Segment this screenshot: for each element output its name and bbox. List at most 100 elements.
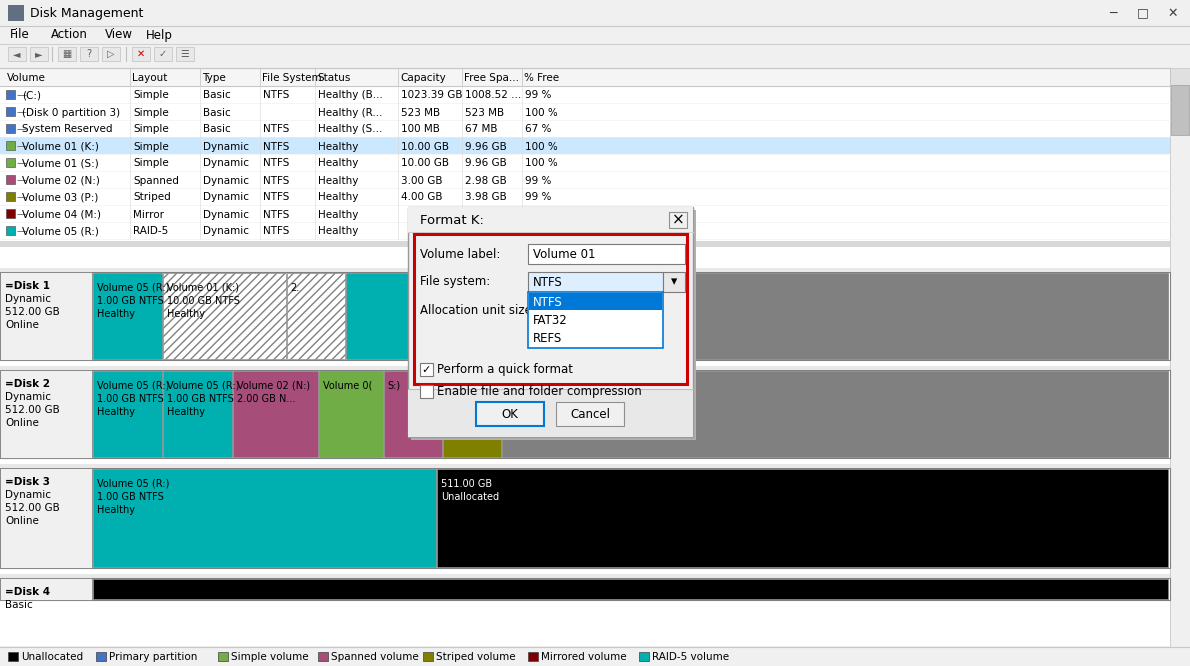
Text: Unallocated: Unallocated [21,652,83,662]
Text: Healthy: Healthy [318,141,358,151]
Text: Mirror: Mirror [133,210,164,220]
Text: =Disk 4: =Disk 4 [5,587,50,597]
Bar [0,222,1170,239]
Text: Volume label:: Volume label: [420,248,500,260]
Text: Volume 05 (R:): Volume 05 (R:) [167,381,239,391]
Text: NTFS: NTFS [263,159,289,168]
Text: ▷: ▷ [107,49,114,59]
Bar [0,370,92,458]
Bar [0,464,1170,468]
Text: 512.00 GB: 512.00 GB [5,405,60,415]
Text: 99 %: 99 % [525,91,551,101]
Text: OK: OK [501,408,519,420]
Bar [437,469,1169,567]
Bar [0,188,1170,205]
Bar [163,273,286,359]
Text: ✓: ✓ [421,364,431,374]
Bar [8,5,24,21]
Text: NTFS: NTFS [263,226,289,236]
Bar [408,207,693,232]
Bar [102,47,120,61]
Text: ◄: ◄ [13,49,20,59]
Bar [422,652,433,661]
Text: ─: ─ [1109,7,1116,19]
Bar [346,273,409,359]
Text: 100 MB: 100 MB [401,125,440,135]
Text: NTFS: NTFS [263,91,289,101]
Text: ×: × [671,212,684,228]
Text: 99 %: 99 % [525,192,551,202]
Text: 10.00 GB: 10.00 GB [401,141,449,151]
Text: Volume 04 (M:): Volume 04 (M:) [21,210,101,220]
Text: —: — [17,210,26,220]
Text: NTFS: NTFS [263,210,289,220]
Text: 2.00 GB N...: 2.00 GB N... [237,394,295,404]
Text: ☰: ☰ [181,49,189,59]
Text: ►: ► [36,49,43,59]
Text: S:): S:) [388,381,401,391]
Text: 10.00 GB NTFS: 10.00 GB NTFS [167,296,240,306]
Text: Volume 01 (K:): Volume 01 (K:) [167,283,239,293]
Text: —: — [17,159,26,168]
Bar [80,47,98,61]
Text: Healthy: Healthy [167,407,205,417]
Text: Volume 03 (P:): Volume 03 (P:) [21,192,99,202]
Text: NTFS: NTFS [263,141,289,151]
Text: Online: Online [5,516,39,526]
Bar [319,371,382,457]
Text: 1023.39 GB: 1023.39 GB [401,91,463,101]
Text: =Disk 2: =Disk 2 [5,379,50,389]
Text: Healthy: Healthy [318,192,358,202]
Text: —: — [17,107,26,117]
Bar [0,26,1190,44]
Bar [0,68,1170,86]
Bar [0,0,1190,26]
Text: —: — [17,192,26,202]
Text: 523 MB: 523 MB [465,107,505,117]
Text: Dynamic: Dynamic [203,210,249,220]
Text: 67 %: 67 % [525,125,551,135]
Text: Basic: Basic [5,600,33,610]
Text: Mirrored volume: Mirrored volume [541,652,627,662]
Bar [1170,68,1190,666]
Text: Action: Action [51,29,88,41]
Bar [0,272,92,360]
Text: Dynamic: Dynamic [203,226,249,236]
Text: NTFS: NTFS [533,276,563,288]
Bar [58,47,76,61]
Text: Healthy: Healthy [318,159,358,168]
Text: FAT32: FAT32 [533,314,568,326]
Bar [0,68,1170,646]
Text: Volume 01 (K:): Volume 01 (K:) [21,141,99,151]
Text: Volume 05 (R:): Volume 05 (R:) [98,479,169,489]
Text: File System: File System [262,73,321,83]
Text: 67 MB: 67 MB [465,125,497,135]
Bar [0,103,1170,120]
Bar [287,273,345,359]
Bar [8,652,18,661]
Text: 512.00 GB: 512.00 GB [5,307,60,317]
Text: RAID-5: RAID-5 [133,226,168,236]
Text: Dynamic: Dynamic [5,490,51,500]
Bar [219,652,228,661]
Text: Unallocated: Unallocated [565,296,624,306]
Text: Basic: Basic [203,125,231,135]
Text: =Disk 3: =Disk 3 [5,477,50,487]
Text: Dynamic: Dynamic [5,294,51,304]
Bar [639,652,650,661]
Bar [414,234,687,384]
Bar [0,578,92,600]
Text: Spanned volume: Spanned volume [331,652,419,662]
Bar [1170,68,1190,85]
Text: Healthy: Healthy [98,407,134,417]
Bar [420,385,433,398]
Text: Dynamic: Dynamic [203,176,249,186]
Text: 3 GB NTFS: 3 GB NTFS [414,296,466,306]
Text: Layout: Layout [132,73,168,83]
Text: —: — [17,91,26,101]
Text: Unallocated: Unallocated [506,394,564,404]
Bar [6,90,15,99]
Text: Allocation unit size:: Allocation unit size: [420,304,536,316]
Text: Dynamic: Dynamic [203,192,249,202]
Text: Free Spa...: Free Spa... [464,73,519,83]
